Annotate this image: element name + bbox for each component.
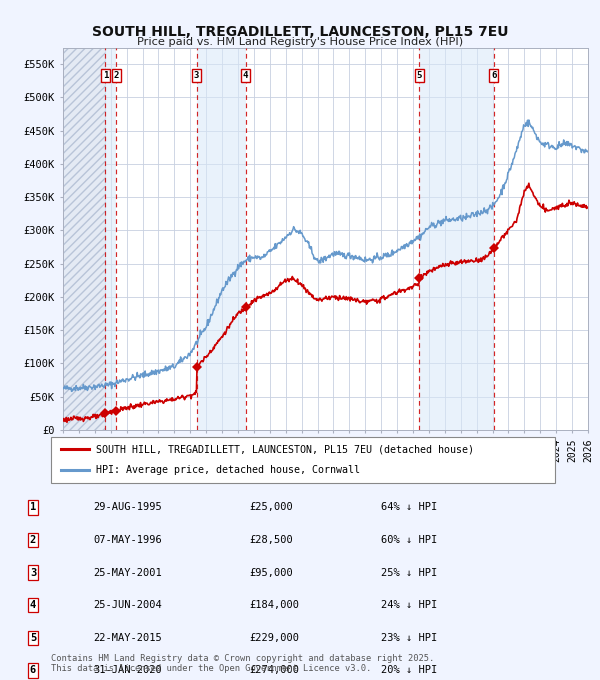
Bar <box>197 48 245 430</box>
Text: 4: 4 <box>243 71 248 80</box>
Text: 07-MAY-1996: 07-MAY-1996 <box>93 535 162 545</box>
Text: Price paid vs. HM Land Registry's House Price Index (HPI): Price paid vs. HM Land Registry's House … <box>137 37 463 47</box>
Text: 4: 4 <box>30 600 36 610</box>
Text: 25-MAY-2001: 25-MAY-2001 <box>93 568 162 577</box>
Text: 3: 3 <box>194 71 199 80</box>
Text: £25,000: £25,000 <box>249 503 293 512</box>
Text: 29-AUG-1995: 29-AUG-1995 <box>93 503 162 512</box>
Text: £95,000: £95,000 <box>249 568 293 577</box>
Text: 22-MAY-2015: 22-MAY-2015 <box>93 633 162 643</box>
Text: £274,000: £274,000 <box>249 666 299 675</box>
Text: 23% ↓ HPI: 23% ↓ HPI <box>381 633 437 643</box>
Bar <box>419 48 494 430</box>
Text: £28,500: £28,500 <box>249 535 293 545</box>
Text: £229,000: £229,000 <box>249 633 299 643</box>
Text: 2: 2 <box>113 71 119 80</box>
Text: 6: 6 <box>30 666 36 675</box>
Text: 60% ↓ HPI: 60% ↓ HPI <box>381 535 437 545</box>
Text: 31-JAN-2020: 31-JAN-2020 <box>93 666 162 675</box>
Text: 6: 6 <box>491 71 497 80</box>
Text: 24% ↓ HPI: 24% ↓ HPI <box>381 600 437 610</box>
Text: SOUTH HILL, TREGADILLETT, LAUNCESTON, PL15 7EU: SOUTH HILL, TREGADILLETT, LAUNCESTON, PL… <box>92 25 508 39</box>
Text: 25-JUN-2004: 25-JUN-2004 <box>93 600 162 610</box>
Bar <box>63 48 105 430</box>
Text: 25% ↓ HPI: 25% ↓ HPI <box>381 568 437 577</box>
Text: 1: 1 <box>30 503 36 512</box>
Text: Contains HM Land Registry data © Crown copyright and database right 2025.
This d: Contains HM Land Registry data © Crown c… <box>51 653 434 673</box>
Text: 3: 3 <box>30 568 36 577</box>
Text: 20% ↓ HPI: 20% ↓ HPI <box>381 666 437 675</box>
Text: £184,000: £184,000 <box>249 600 299 610</box>
Text: 5: 5 <box>30 633 36 643</box>
Text: 64% ↓ HPI: 64% ↓ HPI <box>381 503 437 512</box>
Text: 1: 1 <box>103 71 108 80</box>
Bar <box>106 48 116 430</box>
Text: 5: 5 <box>416 71 422 80</box>
Text: 2: 2 <box>30 535 36 545</box>
Text: SOUTH HILL, TREGADILLETT, LAUNCESTON, PL15 7EU (detached house): SOUTH HILL, TREGADILLETT, LAUNCESTON, PL… <box>97 444 475 454</box>
Text: HPI: Average price, detached house, Cornwall: HPI: Average price, detached house, Corn… <box>97 465 361 475</box>
